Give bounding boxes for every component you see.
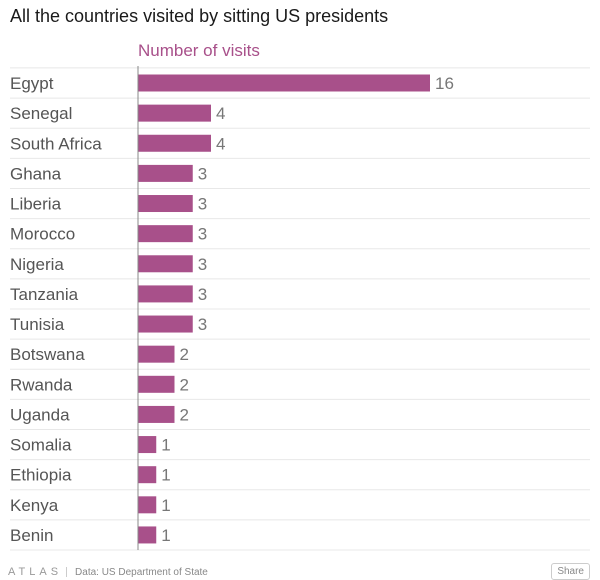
footer-divider (66, 567, 68, 577)
category-label: Egypt (10, 74, 54, 93)
footer: ATLAS Data: US Department of State (8, 566, 208, 578)
category-label: Tanzania (10, 285, 79, 304)
category-label: Botswana (10, 345, 85, 364)
bar (138, 255, 193, 273)
value-label: 3 (198, 225, 207, 244)
bar (138, 225, 193, 243)
value-label: 1 (161, 526, 170, 545)
bar-chart: Egypt 16 Senegal 4 South Africa 4 Ghana 3 Liberi… (10, 66, 590, 551)
category-label: Tunisia (10, 315, 65, 334)
value-label: 4 (216, 104, 225, 123)
chart-title: All the countries visited by sitting US … (10, 6, 389, 26)
category-label: Benin (10, 526, 53, 545)
value-label: 3 (198, 164, 207, 183)
value-label: 4 (216, 134, 225, 153)
bar (138, 345, 175, 363)
category-label: Liberia (10, 195, 62, 214)
bar (138, 74, 430, 92)
bar (138, 164, 193, 182)
bar (138, 496, 157, 514)
value-label: 16 (435, 74, 454, 93)
category-label: South Africa (10, 134, 102, 153)
category-label: Senegal (10, 104, 72, 123)
bar (138, 134, 211, 152)
bar (138, 285, 193, 303)
category-label: Nigeria (10, 255, 64, 274)
bar (138, 195, 193, 213)
series-label: Number of visits (138, 41, 260, 60)
value-label: 1 (161, 436, 170, 455)
value-label: 2 (180, 375, 189, 394)
value-label: 1 (161, 496, 170, 515)
value-label: 2 (180, 345, 189, 364)
brand-logo: ATLAS (8, 566, 63, 578)
bar (138, 405, 175, 423)
value-label: 2 (180, 405, 189, 424)
value-label: 1 (161, 466, 170, 485)
category-label: Kenya (10, 496, 59, 515)
category-label: Ethiopia (10, 466, 72, 485)
value-label: 3 (198, 315, 207, 334)
category-label: Rwanda (10, 375, 73, 394)
data-source: Data: US Department of State (75, 566, 208, 578)
bar (138, 104, 211, 122)
value-label: 3 (198, 285, 207, 304)
share-button[interactable]: Share (551, 563, 590, 580)
category-label: Somalia (10, 436, 72, 455)
category-label: Ghana (10, 164, 62, 183)
bar (138, 466, 157, 484)
bar (138, 526, 157, 544)
category-label: Uganda (10, 405, 70, 424)
bar (138, 436, 157, 454)
value-label: 3 (198, 255, 207, 274)
value-label: 3 (198, 195, 207, 214)
category-label: Morocco (10, 225, 75, 244)
bar (138, 375, 175, 393)
bar (138, 315, 193, 333)
